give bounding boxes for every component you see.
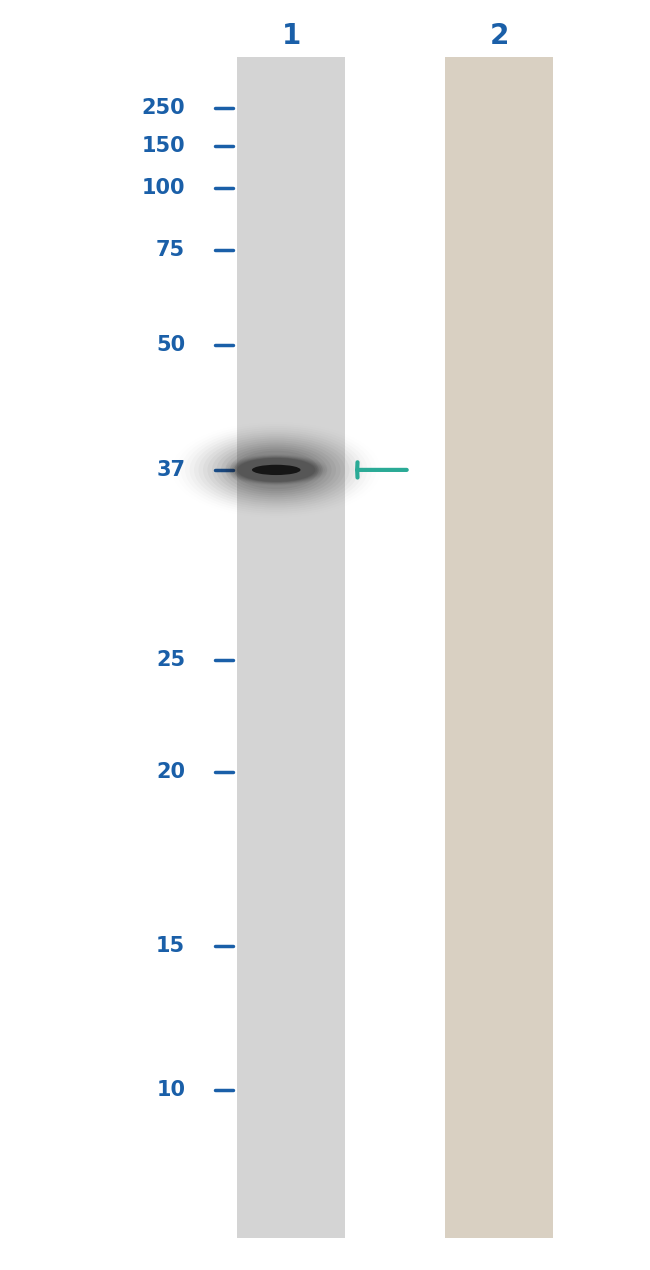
Ellipse shape	[252, 465, 300, 475]
Text: 15: 15	[156, 936, 185, 956]
Text: 20: 20	[156, 762, 185, 782]
Ellipse shape	[233, 457, 319, 483]
Text: 1: 1	[281, 22, 301, 50]
Text: 100: 100	[142, 178, 185, 198]
Ellipse shape	[237, 458, 315, 481]
Ellipse shape	[235, 451, 318, 489]
Bar	[237, 57, 344, 1238]
Ellipse shape	[229, 456, 323, 484]
Text: 150: 150	[142, 136, 185, 156]
Ellipse shape	[226, 447, 327, 493]
Text: 2: 2	[489, 22, 509, 50]
Ellipse shape	[230, 448, 322, 491]
Text: 10: 10	[156, 1080, 185, 1100]
Bar	[445, 57, 552, 1238]
Ellipse shape	[235, 457, 317, 483]
Text: 50: 50	[156, 335, 185, 356]
Ellipse shape	[231, 456, 321, 484]
Text: 37: 37	[156, 460, 185, 480]
Text: 25: 25	[156, 650, 185, 671]
Text: 75: 75	[156, 240, 185, 260]
Text: 250: 250	[142, 98, 185, 118]
